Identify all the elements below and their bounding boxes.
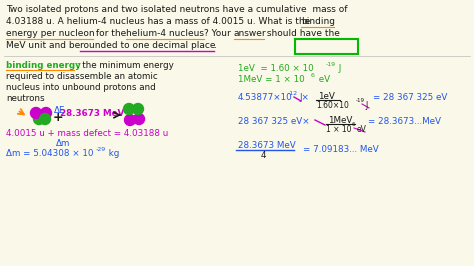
Text: 1MeV = 1 × 10: 1MeV = 1 × 10: [238, 75, 305, 84]
Text: 4.03188 u. A helium-4 nucleus has a mass of 4.0015 u. What is the: 4.03188 u. A helium-4 nucleus has a mass…: [6, 17, 313, 26]
Text: J: J: [336, 64, 341, 73]
Text: 4.0015 u + mass defect = 4.03188 u: 4.0015 u + mass defect = 4.03188 u: [6, 129, 168, 138]
Circle shape: [34, 114, 45, 124]
Text: eV: eV: [316, 75, 330, 84]
Text: for the: for the: [93, 29, 129, 38]
Text: .: .: [214, 41, 217, 50]
Circle shape: [30, 107, 42, 118]
Text: Δm = 5.04308 × 10: Δm = 5.04308 × 10: [6, 149, 93, 158]
Text: neutrons: neutrons: [6, 94, 45, 103]
Text: = 7.09183... MeV: = 7.09183... MeV: [303, 145, 379, 154]
Text: Two isolated protons and two isolated neutrons have a cumulative  mass of: Two isolated protons and two isolated ne…: [6, 5, 347, 14]
Circle shape: [125, 114, 136, 126]
Text: = 28.3673...MeV: = 28.3673...MeV: [368, 117, 441, 126]
Text: 1 × 10: 1 × 10: [326, 125, 352, 134]
Text: -19: -19: [326, 62, 336, 67]
Text: J: J: [365, 101, 367, 110]
Text: eV: eV: [357, 125, 367, 134]
Text: 6: 6: [311, 73, 315, 78]
Text: 4.53877×10: 4.53877×10: [238, 93, 293, 102]
Text: 6: 6: [352, 122, 356, 127]
Text: -19: -19: [356, 98, 365, 103]
Text: required to disassemble an atomic: required to disassemble an atomic: [6, 72, 158, 81]
Text: 7.1 MeV: 7.1 MeV: [305, 42, 349, 52]
Text: rounded to one decimal place: rounded to one decimal place: [80, 41, 216, 50]
Text: 4: 4: [260, 151, 266, 160]
Text: = 28 367 325 eV: = 28 367 325 eV: [373, 93, 447, 102]
Text: Δm: Δm: [56, 139, 70, 148]
Circle shape: [39, 114, 51, 124]
Circle shape: [134, 114, 145, 124]
Text: J×: J×: [299, 93, 309, 102]
Text: should have the: should have the: [264, 29, 340, 38]
Text: 28.3673 MeV: 28.3673 MeV: [238, 141, 296, 150]
Text: 1.60×10: 1.60×10: [316, 101, 349, 110]
Circle shape: [40, 107, 52, 118]
Text: -29: -29: [96, 147, 106, 152]
Text: binding energy: binding energy: [6, 61, 81, 70]
Text: kg: kg: [106, 149, 119, 158]
Text: : the minimum energy: : the minimum energy: [74, 61, 174, 70]
Text: MeV unit and be: MeV unit and be: [6, 41, 83, 50]
Text: +: +: [53, 111, 64, 124]
FancyBboxPatch shape: [295, 39, 358, 53]
Text: nucleus into unbound protons and: nucleus into unbound protons and: [6, 83, 156, 92]
Circle shape: [133, 103, 144, 114]
Text: 28.3673 MeV: 28.3673 MeV: [60, 109, 124, 118]
Text: binding: binding: [301, 17, 335, 26]
Text: 1eV: 1eV: [318, 92, 335, 101]
Text: answer: answer: [234, 29, 266, 38]
Text: ΔE: ΔE: [54, 106, 65, 115]
Text: 28 367 325 eV×: 28 367 325 eV×: [238, 117, 310, 126]
Circle shape: [124, 103, 135, 114]
Text: energy per nucleon: energy per nucleon: [6, 29, 95, 38]
Text: 1eV  = 1.60 × 10: 1eV = 1.60 × 10: [238, 64, 314, 73]
Text: helium-4 nucleus: helium-4 nucleus: [126, 29, 204, 38]
Text: 1MeV: 1MeV: [328, 116, 352, 125]
Text: ? Your: ? Your: [204, 29, 234, 38]
Text: -12: -12: [288, 91, 298, 96]
